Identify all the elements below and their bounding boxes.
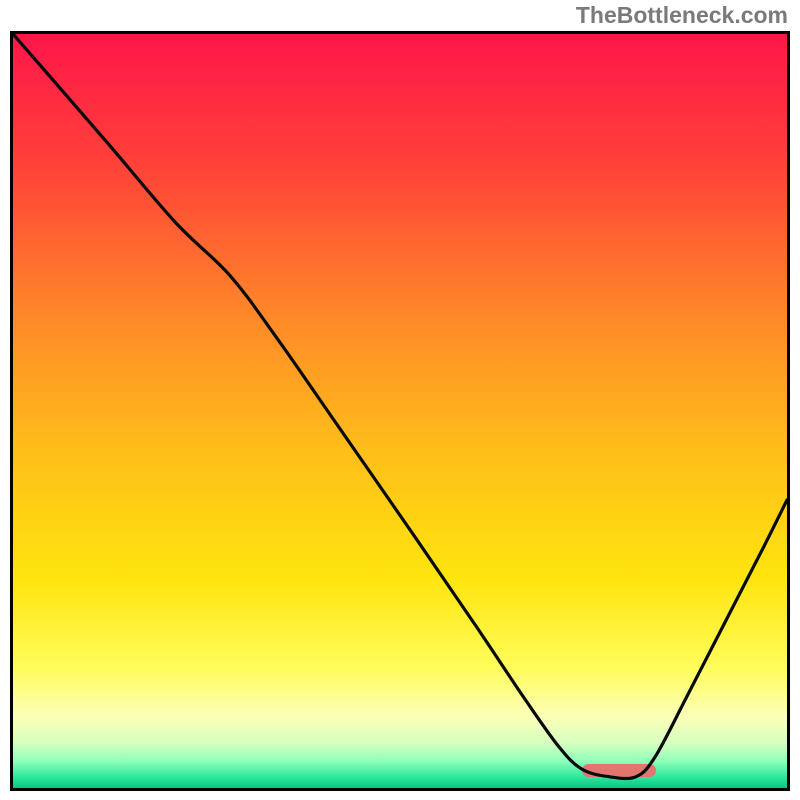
watermark-text: TheBottleneck.com [576, 2, 788, 29]
curve-path [13, 34, 787, 779]
bottleneck-curve [13, 34, 787, 788]
plot-area [13, 34, 787, 788]
